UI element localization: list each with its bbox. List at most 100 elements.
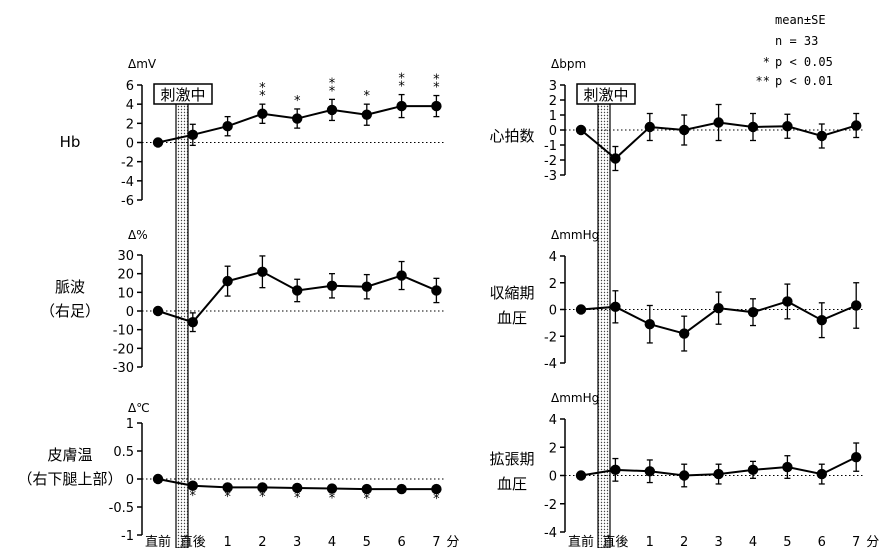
y-tick-label: 20 [117, 268, 134, 283]
significance-mark: * [329, 84, 336, 99]
data-point [431, 100, 442, 112]
data-point [292, 482, 303, 494]
data-point [644, 319, 655, 330]
significance-mark: * [329, 491, 336, 506]
y-tick-label: 0 [549, 304, 557, 319]
data-point [747, 121, 759, 133]
y-tick-label: -0.5 [109, 501, 134, 516]
y-unit-label: ΔmmHg [551, 228, 599, 242]
panel-skin: -1 -0.5 0 0.5 1 Δ℃ 皮膚温 （右下腿上部） * * * * * * * [17, 401, 445, 544]
legend-p05-mark: * [763, 55, 770, 69]
y-tick-label: 0 [126, 305, 134, 320]
data-point [713, 468, 724, 480]
x-unit-label: 分 [446, 535, 459, 548]
y-tick-label: 2 [126, 117, 134, 132]
row-label: 収縮期 [489, 284, 534, 302]
x-tick-label: 1 [646, 535, 654, 548]
data-point [396, 270, 407, 281]
y-tick-label: 2 [549, 441, 557, 456]
panel-pulse: -30 -20 -10 0 10 20 30 Δ% 脈波 （右足） [40, 228, 445, 376]
x-unit-label: 分 [866, 535, 879, 548]
data-point [326, 280, 338, 291]
data-point [222, 482, 233, 493]
y-unit-label: Δ℃ [128, 401, 150, 415]
data-point [575, 304, 587, 315]
significance-mark: * [259, 89, 266, 104]
data-point [361, 281, 372, 292]
y-tick-label: 0 [549, 124, 557, 139]
y-tick-label: 2 [549, 277, 557, 292]
significance-mark: * [294, 491, 301, 506]
y-tick-label: 3 [549, 79, 557, 94]
stimulus-label-box [153, 83, 213, 105]
y-tick-label: -2 [544, 498, 557, 513]
y-tick-label: -6 [121, 194, 134, 209]
significance-mark: * [190, 489, 197, 504]
data-point [816, 130, 827, 142]
stimulus-label: 刺激中 [160, 86, 205, 104]
x-tick-label: 直後 [602, 535, 628, 548]
y-tick-label: -2 [544, 330, 557, 345]
data-point [222, 121, 233, 132]
data-point [644, 466, 655, 477]
y-tick-label: 1 [549, 109, 557, 124]
legend-mean: mean±SE [775, 13, 826, 27]
data-point [610, 153, 621, 164]
x-tick-label: 6 [397, 535, 405, 548]
significance-mark: * [259, 81, 266, 96]
data-point [644, 121, 655, 133]
data-point [152, 473, 164, 485]
data-point [610, 301, 621, 313]
data-point [292, 285, 303, 296]
y-tick-label: 0 [549, 470, 557, 485]
significance-mark: * [364, 492, 371, 507]
x-tick-label: 4 [328, 535, 336, 548]
legend-p05: p < 0.05 [775, 55, 833, 69]
y-tick-label: -10 [113, 324, 134, 339]
data-point [257, 266, 268, 277]
x-tick-label: 4 [749, 535, 757, 548]
y-tick-label: 0 [126, 137, 134, 152]
data-point [782, 296, 793, 307]
data-point [782, 121, 793, 132]
significance-mark: * [398, 72, 405, 87]
y-tick-label: 2 [549, 94, 557, 109]
y-unit-label: ΔmmHg [551, 391, 599, 405]
x-tick-label: 3 [293, 535, 301, 548]
row-label: Hb [60, 133, 81, 151]
data-point [431, 285, 442, 296]
y-unit-label: ΔmV [128, 57, 157, 71]
data-point [747, 306, 759, 318]
x-tick-label: 1 [223, 535, 231, 548]
stimulus-label: 刺激中 [583, 86, 628, 104]
stimulus-band [175, 97, 189, 548]
row-label: 血圧 [497, 475, 527, 493]
data-point [575, 470, 587, 481]
legend-n: n = 33 [775, 34, 818, 48]
data-point [851, 120, 862, 131]
data-point [187, 480, 198, 491]
data-point [679, 470, 690, 481]
legend-p01-mark: ** [756, 74, 770, 88]
row-label: 血圧 [497, 309, 527, 327]
significance-mark: * [259, 490, 266, 505]
data-point [610, 464, 621, 476]
y-tick-label: 10 [117, 286, 134, 301]
y-tick-label: 4 [549, 413, 557, 428]
x-tick-label: 6 [818, 535, 826, 548]
data-point [187, 317, 198, 328]
row-label: （右足） [40, 302, 100, 320]
significance-mark: * [329, 76, 336, 91]
y-tick-label: 4 [549, 250, 557, 265]
data-point [152, 305, 164, 317]
significance-mark: * [364, 89, 371, 104]
stimulus-label-box [576, 83, 636, 105]
y-tick-label: -3 [544, 169, 557, 184]
data-point [679, 124, 690, 136]
data-point [782, 461, 793, 473]
x-tick-label: 3 [714, 535, 722, 548]
y-tick-label: -2 [544, 154, 557, 169]
data-point [361, 483, 372, 495]
